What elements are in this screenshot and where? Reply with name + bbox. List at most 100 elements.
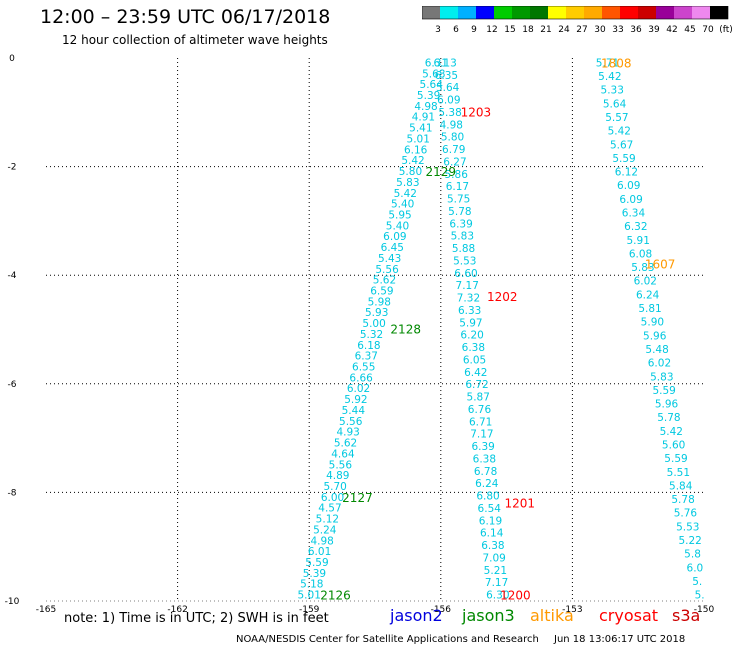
swh-value: 6.30 [486,590,509,602]
colorbar-label: 27 [576,25,587,35]
swh-value: 6.37 [355,351,378,363]
swh-value: 5.22 [678,535,701,547]
swh-value: 5.80 [399,166,422,178]
pass-time-label: 1808 [601,56,632,70]
x-tick-label: -150 [694,605,715,615]
colorbar: 3 6 9 12 15 18 21 24 27 30 33 36 39 42 45 70 (ft) [422,6,733,35]
swh-value: 5.83 [396,177,419,189]
colorbar-swatch [656,6,674,19]
swh-value: 5.98 [368,296,391,308]
swh-value: 6.05 [463,354,486,366]
y-tick-label: 0 [9,54,15,64]
swh-value: 5.64 [436,82,460,94]
swh-value: 6.09 [617,180,640,192]
swh-value: 5.42 [598,71,621,83]
pass-time-label: 1203 [461,105,492,119]
colorbar-label: 6 [453,25,459,35]
x-tick-label: -165 [36,605,56,615]
swh-value: 6.17 [446,181,469,193]
colorbar-label: 30 [594,25,606,35]
chart-title: 12:00 – 23:59 UTC 06/17/2018 [40,6,331,28]
x-tick-label: -159 [299,605,320,615]
swh-value: 6.66 [349,372,373,384]
swh-value: 5.97 [459,317,482,329]
colorbar-swatch [638,6,656,19]
swh-value: 6.33 [458,305,481,317]
swh-value: 7.17 [470,429,493,441]
swh-value: 6.01 [308,546,331,558]
swh-value: 6.35 [435,70,458,82]
swh-value: 5.39 [303,568,326,580]
swh-value: 6.54 [478,503,502,515]
swh-value: 5.18 [300,579,323,591]
swh-value: 5.83 [451,231,474,243]
pass-time-label: 1607 [645,257,676,271]
swh-value: 5.59 [305,557,328,569]
swh-value: 5.71 [596,57,619,69]
swh-value: 5.00 [362,318,385,330]
pass-time-label: 2127 [342,491,373,505]
swh-value: 6.72 [465,379,488,391]
swh-value: 6.80 [476,491,499,503]
swh-value: 5.78 [671,494,694,506]
swh-value: 5.84 [669,480,693,492]
swh-value: 5. [692,576,702,588]
swh-value: 5.42 [660,426,683,438]
swh-value: 5. [695,590,705,602]
swh-value: 6.38 [462,342,485,354]
swh-value: 5.53 [453,255,476,267]
swh-value: 6.39 [471,441,494,453]
colorbar-swatch [530,6,548,19]
swh-value: 4.93 [336,427,359,439]
swh-value: 6.16 [404,144,428,156]
swh-value: 5.87 [467,392,490,404]
pass-time-label: 1201 [504,496,535,510]
swh-value: 5.90 [641,317,664,329]
pass-time-label: 2126 [320,589,351,603]
swh-value: 5.83 [650,371,673,383]
swh-value: 5.33 [601,85,624,97]
swh-value: 5.76 [674,508,698,520]
swh-value: 5.78 [657,412,680,424]
swh-value: 4.57 [318,503,341,515]
colorbar-label: (ft) [719,25,733,35]
swh-value: 5.64 [603,98,627,110]
chart-subtitle: 12 hour collection of altimeter wave hei… [62,33,328,47]
colorbar-swatch [584,6,602,19]
swh-value: 6.02 [648,358,671,370]
swh-value: 4.98 [310,535,333,547]
swh-value: 4.98 [440,119,463,131]
y-tick-label: -6 [8,380,17,390]
swh-value: 5.32 [360,329,383,341]
swh-value: 6.19 [479,515,502,527]
swh-value: 7.32 [457,293,480,305]
swh-value: 6.42 [464,367,487,379]
colorbar-swatch [566,6,584,19]
swh-value: 7.17 [456,280,479,292]
swh-value: 6.0 [687,562,704,574]
swh-value: 6.38 [473,453,496,465]
colorbar-swatch [548,6,566,19]
swh-value: 5.44 [342,405,366,417]
colorbar-swatch [458,6,476,19]
swh-value: 5.40 [386,220,409,232]
pass-time-label: 2129 [426,165,457,179]
colorbar-swatch [674,6,692,19]
swh-value: 5.62 [373,275,396,287]
swh-value: 6.55 [352,362,375,374]
swh-value: 6.27 [443,156,466,168]
swh-value: 6.09 [619,194,642,206]
colorbar-swatch [494,6,512,19]
swh-value: 5.21 [484,565,507,577]
swh-value: 5.60 [662,439,685,451]
swh-value: 5.64 [420,79,444,91]
footer-timestamp: Jun 18 13:06:17 UTC 2018 [554,634,686,645]
swh-value: 6.09 [383,231,406,243]
swh-value: 6.00 [321,492,344,504]
swh-value: 5.43 [378,253,401,265]
swh-value: 4.64 [331,448,355,460]
swh-value: 5.92 [344,394,367,406]
swh-value: 6.71 [469,416,492,428]
colorbar-swatch [620,6,638,19]
x-tick-label: -156 [431,605,452,615]
